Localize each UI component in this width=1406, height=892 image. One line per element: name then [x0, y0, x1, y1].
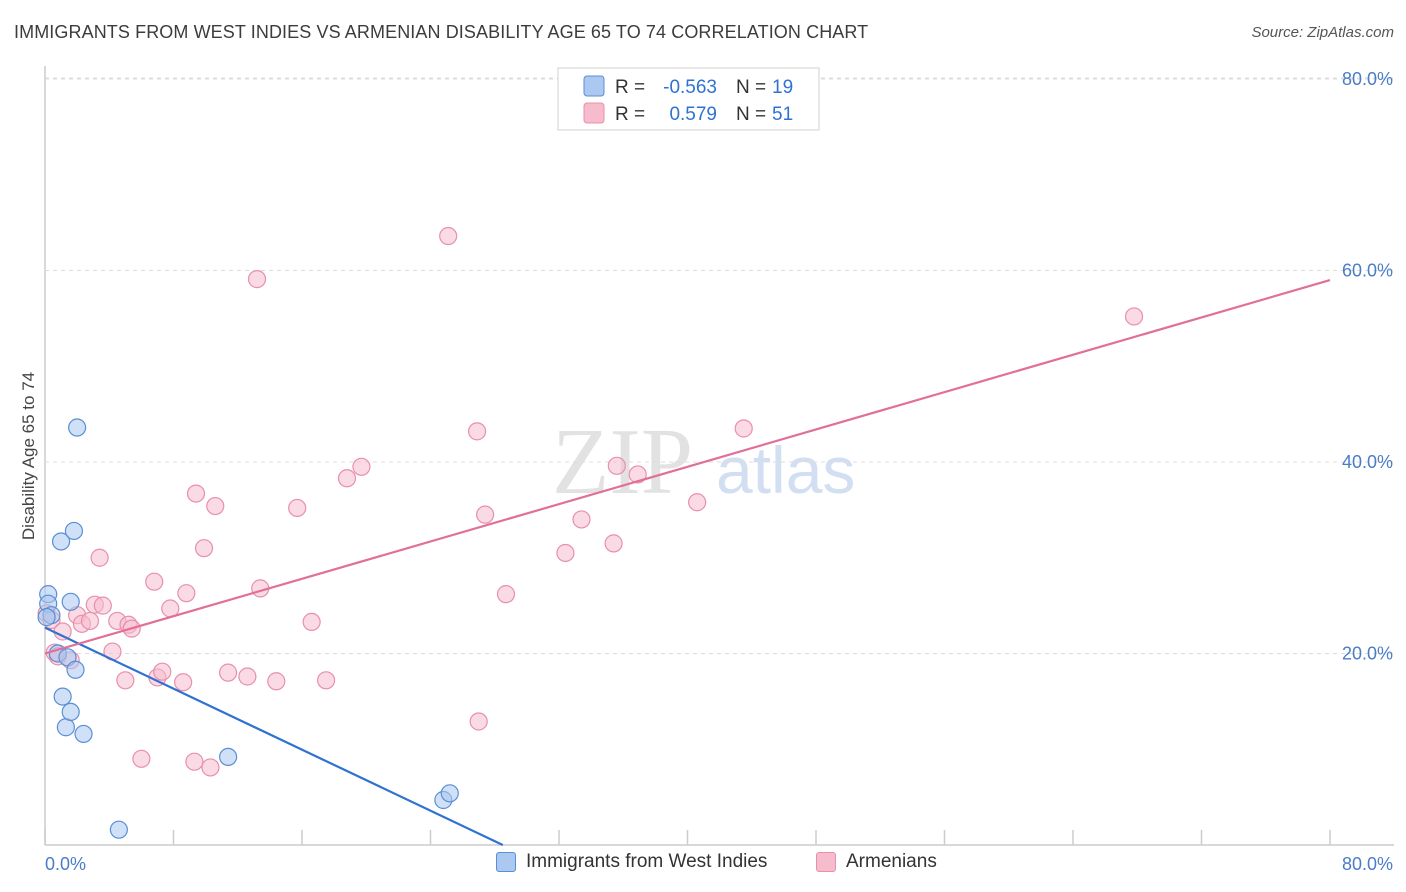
point-armenians: [132, 749, 151, 768]
point-armenians: [467, 422, 487, 441]
y-tick-label: 60.0%: [1342, 261, 1393, 281]
legend-swatch-west-indies: [496, 852, 516, 872]
point-armenians: [439, 226, 458, 246]
trend-line-west-indies: [44, 626, 504, 846]
legend-n-label-2: N =: [736, 104, 766, 125]
x-ticks: [44, 830, 1331, 845]
legend-n-value-2: 51: [772, 104, 793, 125]
point-armenians: [247, 270, 267, 289]
point-armenians: [337, 469, 357, 488]
legend-swatch-pink: [583, 102, 605, 124]
point-armenians: [177, 584, 196, 603]
legend-n-label-1: N =: [736, 77, 766, 98]
x-tick-label-max: 80.0%: [1342, 854, 1393, 874]
legend-n-value-1: 19: [772, 77, 793, 98]
point-armenians: [185, 752, 204, 771]
point-west-indies: [440, 784, 459, 803]
point-armenians: [186, 484, 206, 503]
grid-lines: [45, 77, 1394, 654]
point-armenians: [1124, 307, 1144, 326]
legend-r-label-2: R =: [615, 104, 645, 125]
point-armenians: [572, 510, 591, 529]
point-armenians: [80, 611, 100, 631]
point-west-indies: [37, 608, 56, 627]
point-armenians: [145, 572, 164, 591]
point-armenians: [93, 596, 112, 615]
y-tick-label: 80.0%: [1342, 69, 1393, 89]
legend-item-west-indies[interactable]: Immigrants from West Indies: [496, 851, 767, 873]
point-armenians: [53, 622, 72, 641]
trend-line-armenians: [44, 279, 1331, 655]
point-armenians: [206, 496, 225, 516]
point-west-indies: [61, 702, 80, 722]
point-armenians: [316, 671, 336, 690]
source-label: Source: ZipAtlas.com: [1251, 24, 1394, 41]
legend-label-armenians: Armenians: [846, 851, 937, 872]
point-west-indies: [219, 747, 238, 767]
point-armenians: [153, 662, 172, 681]
point-armenians: [604, 534, 623, 553]
x-tick-label-min: 0.0%: [45, 854, 86, 874]
point-west-indies: [68, 418, 87, 437]
point-armenians: [201, 758, 220, 777]
legend-r-value-1: -0.563: [663, 77, 717, 98]
y-axis-title: Disability Age 65 to 74: [19, 372, 38, 540]
point-west-indies: [109, 820, 128, 839]
point-armenians: [238, 667, 257, 686]
point-west-indies: [53, 687, 72, 706]
data-points: [37, 226, 1144, 839]
point-west-indies: [64, 521, 84, 541]
point-armenians: [476, 505, 495, 524]
watermark-atlas: atlas: [716, 433, 855, 507]
point-armenians: [302, 612, 321, 632]
y-tick-label: 20.0%: [1342, 644, 1393, 664]
legend-item-armenians[interactable]: Armenians: [816, 851, 937, 873]
point-armenians: [116, 671, 135, 690]
correlation-legend: R = -0.563 N = 19 R = 0.579 N = 51: [557, 67, 820, 131]
point-armenians: [194, 539, 214, 558]
chart-title: IMMIGRANTS FROM WEST INDIES VS ARMENIAN …: [14, 22, 869, 42]
y-tick-labels: 20.0% 40.0% 60.0% 80.0%: [1342, 69, 1393, 664]
legend-r-value-2: 0.579: [669, 104, 717, 125]
point-armenians: [352, 457, 371, 476]
point-armenians: [688, 493, 707, 512]
legend-label-west-indies: Immigrants from West Indies: [526, 851, 768, 872]
point-armenians: [734, 419, 753, 438]
trend-lines: [44, 279, 1331, 846]
legend-swatch-blue: [583, 75, 605, 97]
point-armenians: [469, 712, 488, 731]
point-armenians: [496, 585, 516, 604]
point-armenians: [219, 663, 238, 682]
point-west-indies: [56, 718, 75, 737]
point-west-indies: [66, 660, 85, 679]
point-armenians: [174, 673, 193, 692]
y-tick-label: 40.0%: [1342, 452, 1393, 472]
point-armenians: [628, 465, 647, 484]
point-west-indies: [51, 532, 71, 551]
legend-swatch-armenians: [816, 852, 836, 872]
point-west-indies: [74, 724, 93, 744]
point-armenians: [288, 498, 307, 518]
bottom-legend: Immigrants from West Indies Armenians: [0, 851, 1406, 879]
legend-r-label-1: R =: [615, 77, 645, 98]
point-west-indies: [61, 592, 80, 611]
point-armenians: [607, 456, 626, 475]
point-armenians: [556, 543, 575, 563]
point-armenians: [90, 548, 109, 567]
point-armenians: [267, 672, 286, 691]
